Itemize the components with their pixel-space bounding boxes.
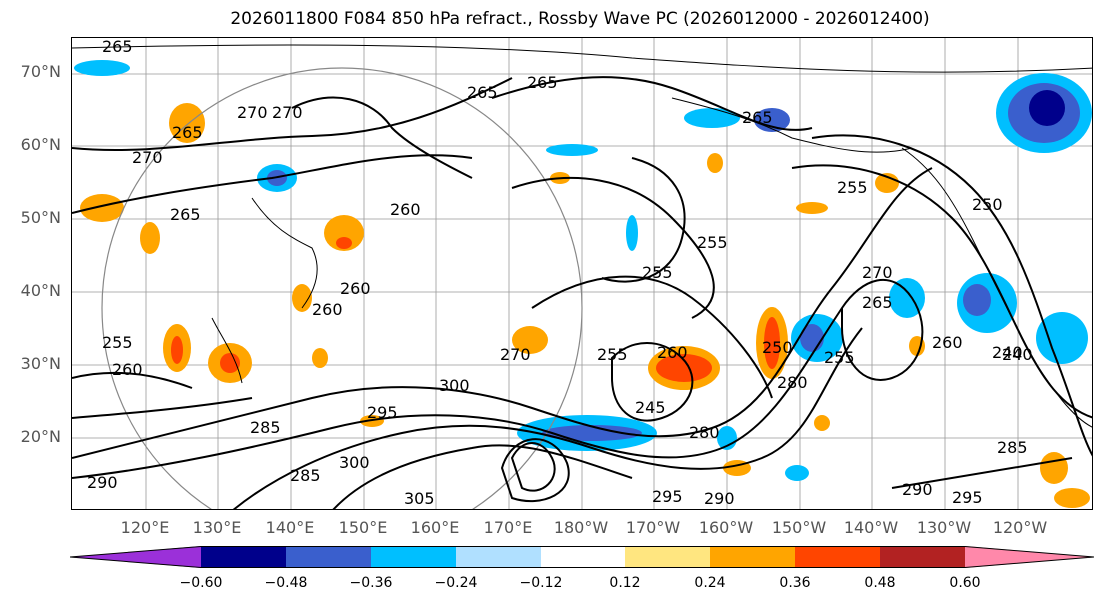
contour-label: 290 xyxy=(87,473,118,492)
contour-label: 245 xyxy=(635,398,666,417)
lon-label: 160°E xyxy=(410,518,460,537)
lat-label: 50°N xyxy=(20,208,61,227)
lon-label: 140°W xyxy=(843,518,899,537)
contour-label: 270 xyxy=(500,345,531,364)
lon-label: 120°W xyxy=(992,518,1048,537)
contour-label: 280 xyxy=(777,373,808,392)
contour-label: 255 xyxy=(642,263,673,282)
contour-label: 305 xyxy=(404,489,435,508)
contour-label: 240 xyxy=(992,343,1023,362)
colorbar-tick-label: 0.36 xyxy=(779,575,811,591)
contour-label: 300 xyxy=(339,453,370,472)
colorbar-segment xyxy=(710,546,795,568)
contour-label: 255 xyxy=(597,345,628,364)
contour-label: 285 xyxy=(290,466,321,485)
contour-label: 240 xyxy=(1002,345,1033,364)
contour-label: 260 xyxy=(932,333,963,352)
contour-label: 255 xyxy=(837,178,868,197)
contour-label: 260 xyxy=(312,300,343,319)
coastlines xyxy=(72,44,1092,428)
contour-label: 265 xyxy=(742,108,773,127)
lat-label: 20°N xyxy=(20,427,61,446)
lon-label: 160°W xyxy=(698,518,754,537)
colorbar xyxy=(70,546,1094,568)
lat-label: 70°N xyxy=(20,62,61,81)
colorbar-tick-label: −0.60 xyxy=(179,575,223,591)
lon-label: 140°E xyxy=(265,518,315,537)
lon-label: 130°E xyxy=(192,518,242,537)
lat-label: 60°N xyxy=(20,135,61,154)
contour-label: 250 xyxy=(762,338,793,357)
shading-negative xyxy=(74,60,1092,481)
colorbar-tick-label: 0.24 xyxy=(694,575,726,591)
contour-label: 255 xyxy=(697,233,728,252)
contour-label: 295 xyxy=(652,487,683,506)
contour-label: 265 xyxy=(862,293,893,312)
lon-label: 130°W xyxy=(916,518,972,537)
colorbar-tick-label: 0.60 xyxy=(949,575,981,591)
map-canvas: 265 270 265 265 265 270 265 270 260 255 … xyxy=(72,38,1092,509)
contour-label: 300 xyxy=(439,376,470,395)
contour-label: 290 xyxy=(902,480,933,499)
lon-label: 120°E xyxy=(120,518,170,537)
colorbar-tick-label: 0.48 xyxy=(864,575,896,591)
contour-label: 285 xyxy=(997,438,1028,457)
colorbar-tick-label: 0.12 xyxy=(609,575,641,591)
contour-label: 270 xyxy=(237,103,268,122)
contour-label: 295 xyxy=(952,488,983,507)
contour-label: 250 xyxy=(972,195,1003,214)
colorbar-segment xyxy=(965,546,1094,568)
lon-label: 170°W xyxy=(625,518,681,537)
contour-label: 260 xyxy=(657,343,688,362)
contour-label: 260 xyxy=(112,360,143,379)
lon-label: 150°E xyxy=(338,518,388,537)
contour-label: 260 xyxy=(390,200,421,219)
colorbar-segment xyxy=(371,546,456,568)
contour-label: 265 xyxy=(172,123,203,142)
contour-label: 285 xyxy=(250,418,281,437)
lon-label: 170°E xyxy=(483,518,533,537)
colorbar-segment xyxy=(541,546,625,568)
contour-label: 270 xyxy=(272,103,303,122)
lon-label: 180°W xyxy=(553,518,609,537)
lat-label: 30°N xyxy=(20,354,61,373)
colorbar-segment xyxy=(795,546,880,568)
contour-label: 265 xyxy=(527,73,558,92)
contour-label: 255 xyxy=(102,333,133,352)
contour-label: 270 xyxy=(862,263,893,282)
colorbar-segment xyxy=(201,546,286,568)
reference-circle xyxy=(101,67,583,509)
contour-label: 270 xyxy=(132,148,163,167)
colorbar-tick-label: −0.24 xyxy=(434,575,478,591)
contour-label: 265 xyxy=(170,205,201,224)
colorbar-segment xyxy=(456,546,541,568)
colorbar-segment xyxy=(625,546,710,568)
contour-label: 260 xyxy=(340,279,371,298)
map-panel[interactable]: 265 270 265 265 265 270 265 270 260 255 … xyxy=(71,37,1093,510)
contour-label: 265 xyxy=(102,38,133,56)
contour-label: 280 xyxy=(689,423,720,442)
contour-label: 265 xyxy=(467,83,498,102)
colorbar-segment xyxy=(70,546,201,568)
contour-label: 295 xyxy=(367,403,398,422)
map-title: 2026011800 F084 850 hPa refract., Rossby… xyxy=(230,9,930,29)
colorbar-tick-label: −0.48 xyxy=(264,575,308,591)
lon-label: 150°W xyxy=(771,518,827,537)
colorbar-tick-label: −0.36 xyxy=(349,575,393,591)
contour-label-group: 265 270 265 265 265 270 265 270 260 255 … xyxy=(87,38,1033,508)
colorbar-tick-label: −0.12 xyxy=(519,575,563,591)
colorbar-segment xyxy=(880,546,965,568)
lat-label: 40°N xyxy=(20,281,61,300)
contour-lines xyxy=(72,76,1092,509)
colorbar-segment xyxy=(286,546,371,568)
shading-positive xyxy=(80,103,1090,508)
contour-label: 255 xyxy=(824,348,855,367)
contour-label: 290 xyxy=(704,489,735,508)
